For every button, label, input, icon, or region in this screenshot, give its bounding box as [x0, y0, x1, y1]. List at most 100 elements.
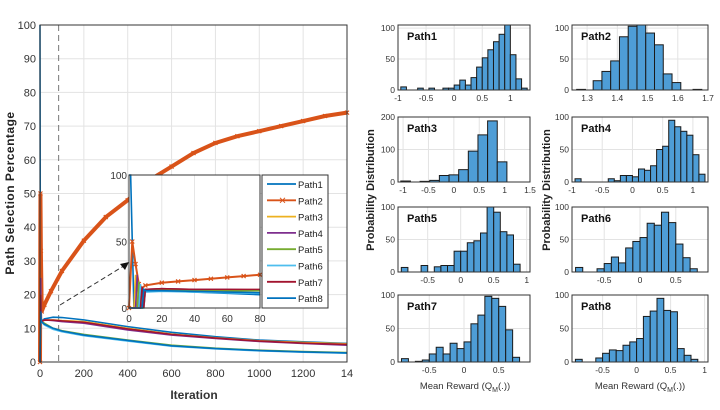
histogram-bar: [575, 266, 584, 273]
x-marker: [300, 118, 306, 124]
legend-label: Path2: [298, 196, 323, 207]
histogram-path8: -0.5 0 0.5 1 0 50 100 Path8: [555, 290, 709, 375]
x-tick-label: 1: [502, 185, 507, 195]
histogram-path1: -1 -0.5 0 0.5 1 0 50 100 Path1: [381, 23, 531, 103]
x-tick-label: 0.5: [488, 275, 500, 285]
histogram-bar: [610, 60, 620, 91]
histogram-bar: [602, 352, 610, 363]
y-tick-label: 50: [386, 54, 396, 64]
histogram-bar: [460, 250, 468, 273]
histogram-bar: [698, 173, 706, 183]
histogram-bar: [477, 134, 489, 183]
histogram-bar: [608, 349, 617, 363]
histogram-path6: -0.5 0 0.5 0 50 100 Path6: [555, 202, 709, 285]
xlabel-tail: (.)): [498, 381, 510, 392]
zoom-arrow: [59, 263, 128, 306]
histogram-bar: [645, 32, 656, 91]
histogram-bar: [639, 237, 648, 273]
x-marker: [48, 288, 54, 294]
y-tick-label: 40: [24, 222, 36, 234]
x-marker: [213, 140, 218, 146]
path-selection-chart: 0 200 400 600 800 1000 1200 1401020304050607080…: [18, 20, 353, 380]
y-tick-label: 100: [381, 23, 395, 33]
y-tick-label: 0: [390, 177, 395, 187]
x-marker: [191, 150, 196, 156]
histogram-bar: [644, 169, 652, 183]
histogram-bar: [592, 80, 603, 91]
legend-label: Path3: [298, 213, 323, 224]
panel-title: Path8: [581, 301, 611, 313]
x-tick-label: 14: [341, 368, 353, 380]
x-tick-label: 0.5: [665, 365, 677, 375]
y-tick-label: 90: [24, 54, 36, 66]
y-tick-label: 0: [390, 85, 395, 95]
histogram-bar: [682, 257, 691, 273]
x-tick-label: 600: [162, 368, 180, 380]
x-tick-label: 200: [75, 368, 93, 380]
histogram-bar: [487, 120, 498, 183]
histogram-bar: [654, 44, 664, 91]
y-tick-label: 100: [555, 290, 569, 300]
inset-y-tick-label: 0: [121, 304, 127, 315]
histogram-bar: [499, 231, 508, 273]
panel-title: Path6: [581, 213, 611, 225]
hist-y-axis-label-left: Probability Distribution: [365, 129, 377, 251]
y-tick-label: 0: [390, 357, 395, 367]
hist-x-axis-label-left: Mean Reward (QM(.)): [420, 381, 510, 394]
histogram-bar: [491, 297, 500, 363]
y-tick-label: 200: [381, 112, 395, 122]
panel-frame: [397, 206, 531, 273]
y-tick-label: 0: [390, 267, 395, 277]
inset-x-tick-label: 40: [189, 314, 201, 325]
x-tick-label: -0.5: [420, 275, 435, 285]
histogram-bar: [631, 176, 639, 183]
y-tick-label: 100: [381, 290, 395, 300]
line-path8: [39, 311, 348, 363]
histogram-bar: [653, 224, 662, 273]
histogram-bar: [420, 265, 429, 273]
histogram-bar: [636, 338, 644, 363]
x-tick-label: 0: [462, 365, 467, 375]
arrow-head-icon: [120, 262, 129, 270]
histogram-bar: [615, 350, 624, 363]
histogram-bar: [505, 329, 514, 363]
xlabel-subscript: M: [667, 387, 673, 394]
histogram-bar: [622, 344, 631, 363]
histogram-path3: -1 -0.5 0 0.5 1 1.5 0 100 200 Path3: [381, 112, 536, 195]
x-tick-label: 1.3: [581, 93, 593, 103]
y-tick-label: 50: [386, 235, 396, 245]
y-tick-label: 50: [386, 324, 396, 334]
histogram-bar: [601, 70, 612, 91]
histogram-bar: [686, 134, 694, 183]
x-tick-label: 1200: [291, 368, 315, 380]
histogram-bar: [476, 66, 483, 91]
histogram-bar: [480, 232, 488, 273]
x-marker: [208, 276, 214, 282]
x-marker: [192, 277, 197, 283]
histogram-bar: [486, 206, 495, 273]
x-marker: [241, 273, 247, 279]
histogram-bar: [506, 234, 514, 273]
histogram-bar: [492, 41, 500, 91]
histogram-bar: [662, 145, 670, 183]
y-tick-label: 50: [560, 324, 570, 334]
histogram-bar: [650, 165, 658, 183]
panel-frame: [571, 24, 709, 91]
histogram-bar: [481, 57, 489, 91]
x-marker: [234, 133, 240, 139]
histogram-bar: [449, 342, 458, 363]
histogram-bar: [629, 341, 638, 363]
histogram-bar: [675, 243, 684, 273]
histogram-bar: [595, 357, 604, 363]
plot-frame: [39, 24, 348, 363]
inset-x-tick-label: 60: [222, 314, 234, 325]
panel-title: Path7: [407, 301, 437, 313]
x-marker: [133, 261, 138, 267]
histogram-path7: -0.5 0 0.5 0 50 100 Path7: [381, 290, 531, 375]
x-tick-label: 1: [702, 365, 707, 375]
x-tick-label: 1.5: [524, 185, 536, 195]
panel-frame: [397, 116, 531, 183]
y-tick-label: 50: [560, 235, 570, 245]
